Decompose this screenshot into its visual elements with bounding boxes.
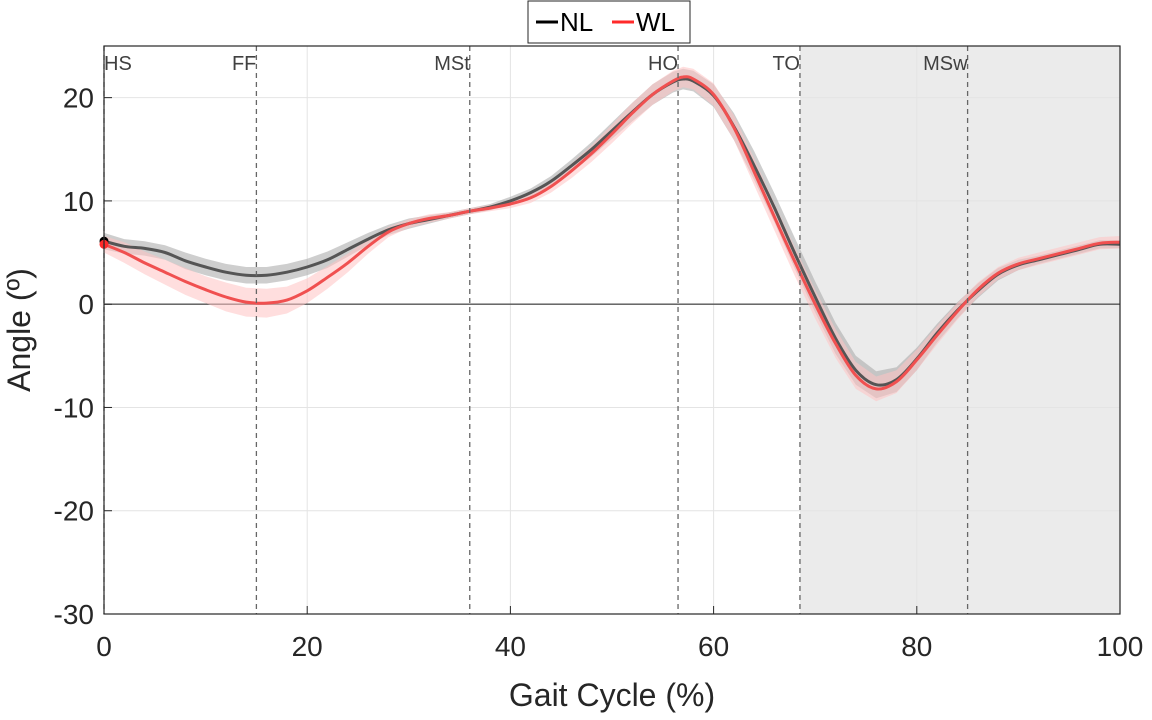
series-line-layer [99,75,1121,391]
y-tick-label: -30 [54,599,94,630]
plot-frame [103,45,1121,615]
event-label-ff: FF [232,53,256,75]
y-tick-label: -10 [54,392,94,423]
x-tick-label: 80 [901,631,932,662]
event-label-ho: HO [648,53,678,75]
legend: NL WL [527,0,691,44]
y-tick-label: 0 [78,289,94,320]
event-label-to: TO [773,53,800,75]
x-tick-label: 60 [698,631,729,662]
x-tick-label: 0 [96,631,112,662]
legend-entry-nl: NL [560,7,593,37]
swing-phase-shading-layer [799,46,1120,614]
y-axis-label: Angle (º) [1,268,37,392]
series-line-wl [103,75,1121,391]
x-tick-label: 100 [1097,631,1144,662]
y-tick-label: -20 [54,496,94,527]
legend-entry-wl: WL [636,7,675,37]
x-tick-label: 40 [495,631,526,662]
event-label-mst: MSt [434,53,470,75]
x-tick-label: 20 [292,631,323,662]
tick-label-layer: 0 20 40 60 80 100 -30 -20 -10 0 10 20 [54,83,1144,662]
swing-phase-shading [799,46,1120,614]
event-label-msw: MSw [923,53,968,75]
x-axis-label: Gait Cycle (%) [509,677,715,713]
gait-event-layer: HS FF MSt HO TO MSw [103,46,969,614]
y-tick-label: 10 [63,186,94,217]
y-tick-label: 20 [63,83,94,114]
event-label-hs: HS [104,53,132,75]
